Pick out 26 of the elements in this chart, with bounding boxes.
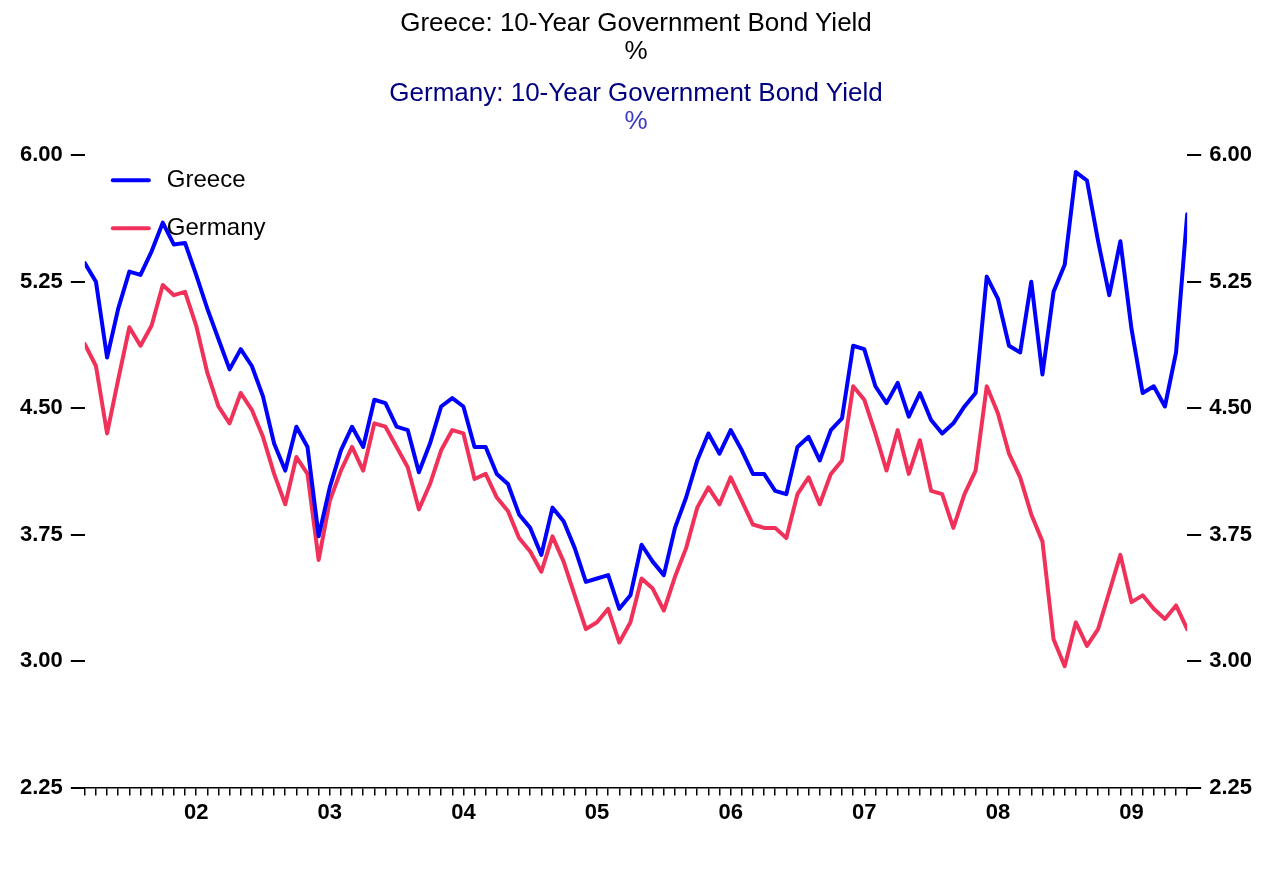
y2-tick-label: 2.25: [1209, 773, 1253, 799]
x-tick-label: 05: [584, 798, 610, 824]
y-tick-label: 2.25: [19, 773, 63, 799]
y2-tick-label: 6.00: [1209, 141, 1253, 167]
y2-tick-label: 3.75: [1209, 520, 1253, 546]
text: Germany: 10-Year Government Bond Yield: [388, 77, 884, 107]
x-tick-label: 02: [183, 798, 209, 824]
legend-label: Greece: [166, 164, 246, 192]
chart-title: Greece: 10-Year Government Bond Yield: [399, 7, 873, 37]
y2-tick-label: 5.25: [1209, 267, 1253, 293]
y-tick-label: 3.75: [19, 520, 63, 546]
x-tick-label: 08: [985, 798, 1011, 824]
x-tick-label: 03: [317, 798, 343, 824]
x-tick-label: 04: [451, 798, 477, 824]
y-tick-label: 6.00: [19, 141, 63, 167]
text: %: [623, 105, 649, 135]
x-tick-label: 07: [852, 798, 877, 824]
y2-tick-label: 4.50: [1209, 394, 1253, 420]
y-tick-label: 3.00: [19, 647, 63, 673]
legend-label: Germany: [166, 212, 266, 240]
y-tick-label: 4.50: [19, 394, 63, 420]
chart-subtitle: %: [623, 35, 649, 65]
y-tick-label: 5.25: [19, 267, 63, 293]
x-tick-label: 06: [718, 798, 743, 824]
y2-tick-label: 3.00: [1209, 647, 1253, 673]
x-tick-label: 09: [1119, 798, 1144, 824]
